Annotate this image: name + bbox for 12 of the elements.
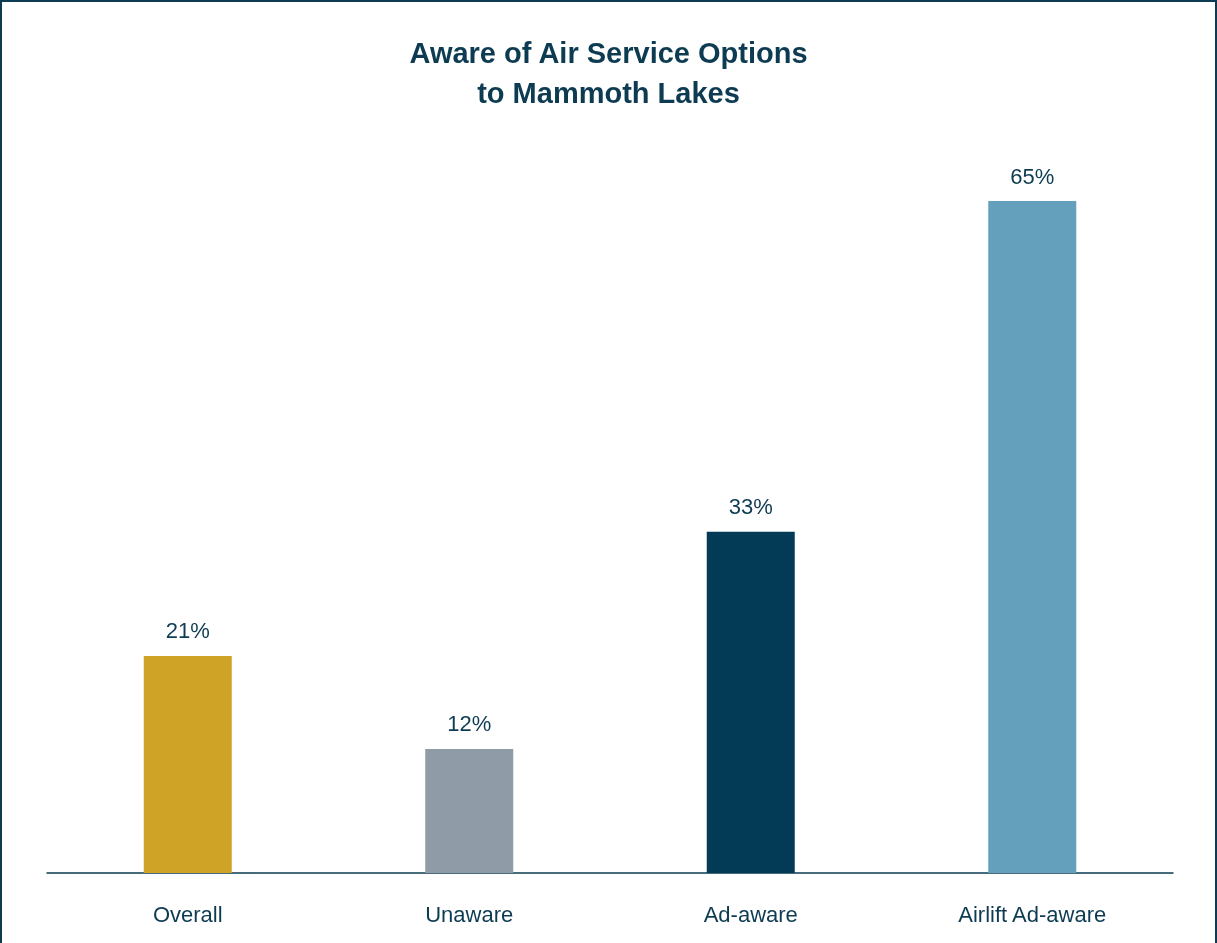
bar — [425, 748, 514, 873]
data-label: 65% — [1010, 163, 1055, 189]
data-label: 33% — [728, 494, 773, 520]
bar — [988, 201, 1077, 873]
chart-title: Aware of Air Service Options to Mammoth Lakes — [409, 37, 808, 109]
x-tick-label: Airlift Ad-aware — [958, 901, 1107, 927]
x-tick-label: Overall — [152, 901, 223, 927]
data-label: 12% — [447, 711, 492, 737]
x-tick-label: Unaware — [425, 901, 514, 927]
bar — [143, 655, 232, 873]
x-tick-label: Ad-aware — [703, 901, 798, 927]
data-label: 21% — [165, 618, 210, 644]
